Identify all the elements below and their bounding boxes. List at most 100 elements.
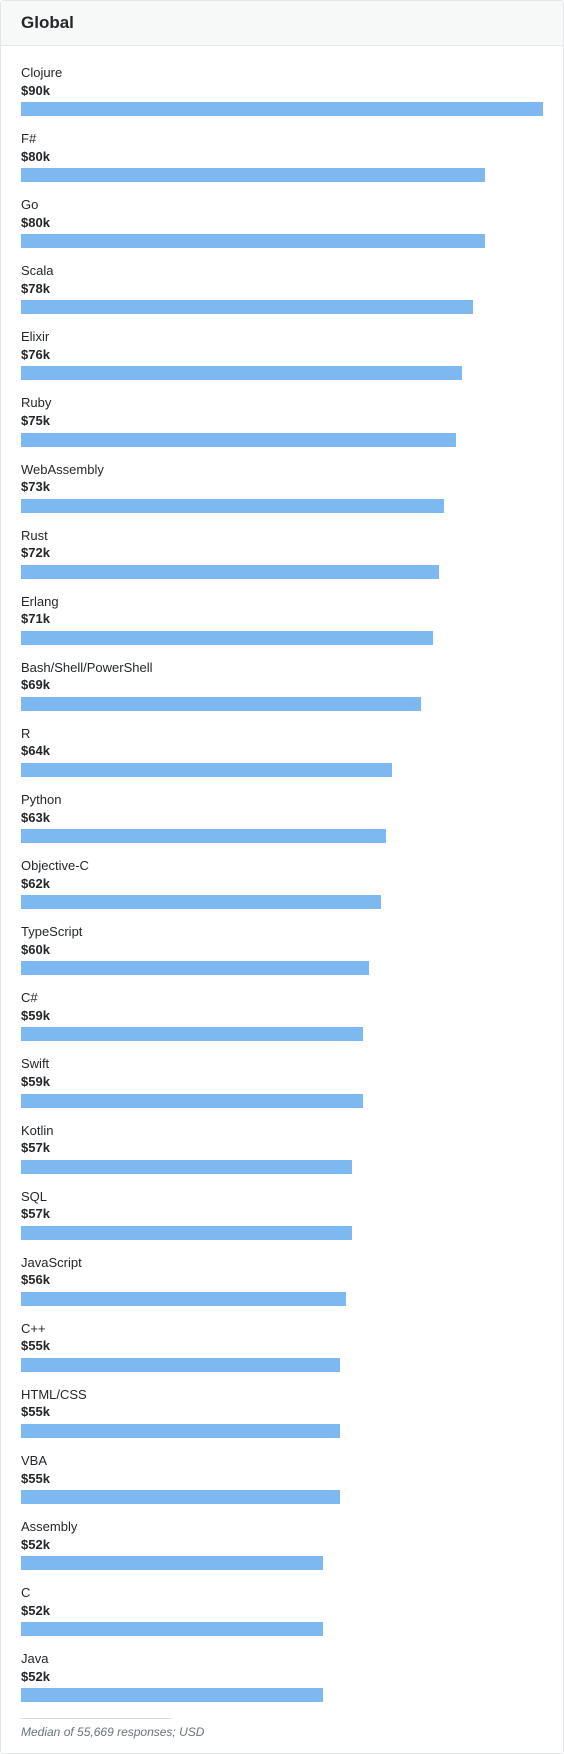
- bar-fill: [21, 1622, 323, 1636]
- bar-fill: [21, 499, 444, 513]
- bar-value: $80k: [21, 148, 543, 166]
- bar-track: [21, 961, 543, 975]
- bar-track: [21, 1688, 543, 1702]
- bar-track: [21, 697, 543, 711]
- bar-label: C#: [21, 989, 543, 1007]
- bar-label: Clojure: [21, 64, 543, 82]
- bar-row: Ruby$75k: [21, 394, 543, 446]
- bar-fill: [21, 1226, 352, 1240]
- bar-row: Python$63k: [21, 791, 543, 843]
- bar-fill: [21, 300, 473, 314]
- bar-value: $55k: [21, 1337, 543, 1355]
- bar-track: [21, 565, 543, 579]
- bar-track: [21, 102, 543, 116]
- bar-row: Clojure$90k: [21, 64, 543, 116]
- bar-row: Assembly$52k: [21, 1518, 543, 1570]
- bar-track: [21, 1292, 543, 1306]
- bar-label: Erlang: [21, 593, 543, 611]
- bar-track: [21, 1027, 543, 1041]
- bar-row: WebAssembly$73k: [21, 461, 543, 513]
- bar-label: Scala: [21, 262, 543, 280]
- bar-value: $55k: [21, 1403, 543, 1421]
- bar-value: $57k: [21, 1205, 543, 1223]
- bar-row: HTML/CSS$55k: [21, 1386, 543, 1438]
- bar-row: Kotlin$57k: [21, 1122, 543, 1174]
- bar-track: [21, 829, 543, 843]
- bar-value: $80k: [21, 214, 543, 232]
- bar-fill: [21, 1094, 363, 1108]
- bar-label: Assembly: [21, 1518, 543, 1536]
- bar-chart: Clojure$90kF#$80kGo$80kScala$78kElixir$7…: [21, 64, 543, 1702]
- bar-track: [21, 1424, 543, 1438]
- bar-row: C++$55k: [21, 1320, 543, 1372]
- bar-track: [21, 1490, 543, 1504]
- bar-row: SQL$57k: [21, 1188, 543, 1240]
- bar-value: $60k: [21, 941, 543, 959]
- salary-panel: Global Clojure$90kF#$80kGo$80kScala$78kE…: [0, 0, 564, 1754]
- bar-track: [21, 1094, 543, 1108]
- bar-label: TypeScript: [21, 923, 543, 941]
- bar-fill: [21, 1358, 340, 1372]
- bar-value: $78k: [21, 280, 543, 298]
- bar-value: $63k: [21, 809, 543, 827]
- bar-track: [21, 366, 543, 380]
- bar-row: TypeScript$60k: [21, 923, 543, 975]
- bar-track: [21, 433, 543, 447]
- bar-value: $71k: [21, 610, 543, 628]
- bar-fill: [21, 631, 433, 645]
- bar-label: HTML/CSS: [21, 1386, 543, 1404]
- bar-track: [21, 1556, 543, 1570]
- bar-value: $55k: [21, 1470, 543, 1488]
- bar-fill: [21, 1556, 323, 1570]
- bar-track: [21, 631, 543, 645]
- bar-row: VBA$55k: [21, 1452, 543, 1504]
- bar-label: VBA: [21, 1452, 543, 1470]
- bar-row: Go$80k: [21, 196, 543, 248]
- bar-track: [21, 234, 543, 248]
- bar-value: $59k: [21, 1007, 543, 1025]
- bar-label: JavaScript: [21, 1254, 543, 1272]
- bar-row: JavaScript$56k: [21, 1254, 543, 1306]
- bar-fill: [21, 697, 421, 711]
- bar-label: Java: [21, 1650, 543, 1668]
- bar-value: $56k: [21, 1271, 543, 1289]
- bar-label: F#: [21, 130, 543, 148]
- bar-track: [21, 1160, 543, 1174]
- bar-row: Swift$59k: [21, 1055, 543, 1107]
- bar-label: Rust: [21, 527, 543, 545]
- bar-row: Elixir$76k: [21, 328, 543, 380]
- bar-track: [21, 1358, 543, 1372]
- bar-label: Objective-C: [21, 857, 543, 875]
- bar-fill: [21, 1292, 346, 1306]
- bar-value: $62k: [21, 875, 543, 893]
- bar-value: $69k: [21, 676, 543, 694]
- bar-row: Rust$72k: [21, 527, 543, 579]
- bar-row: Bash/Shell/PowerShell$69k: [21, 659, 543, 711]
- bar-fill: [21, 961, 369, 975]
- bar-fill: [21, 102, 543, 116]
- bar-label: Go: [21, 196, 543, 214]
- bar-track: [21, 1226, 543, 1240]
- bar-fill: [21, 1490, 340, 1504]
- bar-fill: [21, 1688, 323, 1702]
- bar-fill: [21, 234, 485, 248]
- bar-label: WebAssembly: [21, 461, 543, 479]
- bar-fill: [21, 1424, 340, 1438]
- bar-row: Objective-C$62k: [21, 857, 543, 909]
- footnote-text: Median of 55,669 responses; USD: [21, 1725, 543, 1739]
- bar-row: F#$80k: [21, 130, 543, 182]
- bar-fill: [21, 168, 485, 182]
- bar-fill: [21, 1027, 363, 1041]
- bar-track: [21, 763, 543, 777]
- bar-row: Erlang$71k: [21, 593, 543, 645]
- bar-value: $76k: [21, 346, 543, 364]
- bar-label: Kotlin: [21, 1122, 543, 1140]
- bar-value: $52k: [21, 1602, 543, 1620]
- bar-track: [21, 1622, 543, 1636]
- bar-row: R$64k: [21, 725, 543, 777]
- bar-value: $57k: [21, 1139, 543, 1157]
- bar-label: Elixir: [21, 328, 543, 346]
- panel-body: Clojure$90kF#$80kGo$80kScala$78kElixir$7…: [1, 46, 563, 1753]
- bar-fill: [21, 1160, 352, 1174]
- bar-track: [21, 300, 543, 314]
